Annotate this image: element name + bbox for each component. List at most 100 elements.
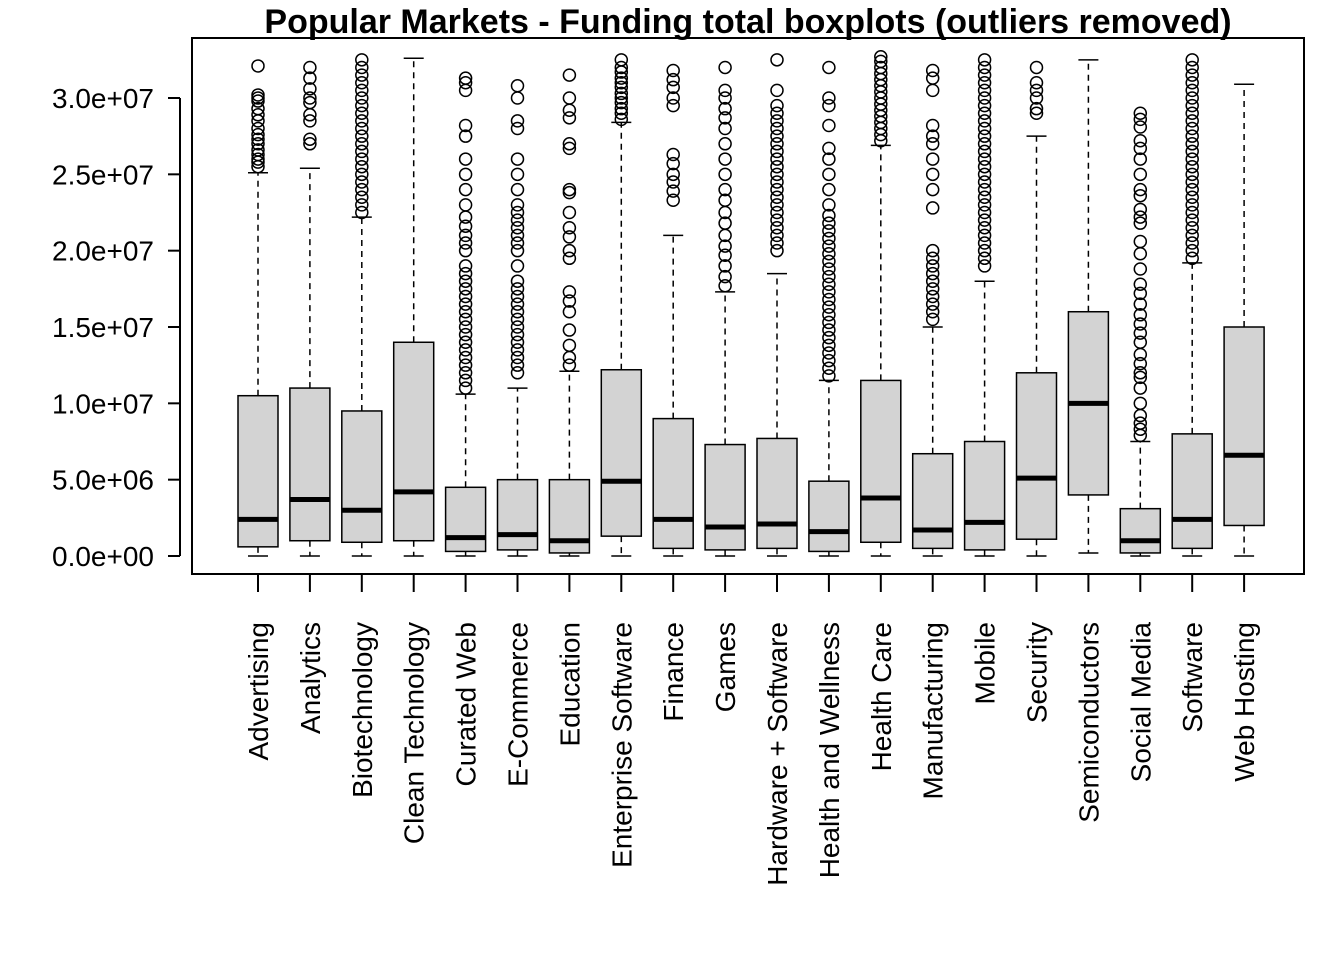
outlier-point [770, 175, 784, 189]
outlier-point [822, 269, 836, 284]
outlier-point [1185, 190, 1199, 204]
outlier-point [614, 101, 629, 116]
outlier-point [458, 312, 473, 327]
outlier-point [355, 83, 369, 98]
outlier-point [458, 167, 473, 182]
outlier-point [977, 106, 992, 121]
box-group [341, 53, 383, 557]
outlier-point [562, 68, 577, 82]
outlier-point [925, 63, 940, 78]
outlier-point [355, 205, 369, 220]
outlier-point [562, 221, 577, 235]
box [1119, 507, 1162, 554]
outlier-point [355, 137, 369, 151]
outlier-point [510, 167, 525, 182]
outlier-point [510, 91, 525, 105]
outlier-point [718, 83, 732, 98]
outlier-point [822, 277, 836, 292]
outlier-point [355, 75, 369, 90]
outlier-point [355, 114, 369, 128]
outlier-point [510, 289, 525, 304]
outlier-point [822, 198, 836, 212]
outlier-point [925, 201, 940, 215]
x-tick-label: Advertising [243, 622, 274, 761]
outlier-point [510, 121, 525, 136]
outlier-point [458, 366, 473, 380]
x-tick-label: Web Hosting [1229, 622, 1260, 782]
outlier-point [1133, 416, 1148, 430]
outlier-point [718, 269, 732, 284]
outlier-point [614, 112, 629, 127]
outlier-point [562, 251, 577, 266]
x-tick-label: Analytics [295, 622, 326, 734]
outlier-point [718, 248, 732, 262]
outlier-point [1185, 83, 1199, 98]
box [704, 443, 746, 551]
outlier-point [303, 95, 317, 110]
outlier-point [251, 121, 265, 136]
box-group [963, 53, 1006, 557]
outlier-point [251, 108, 265, 122]
outlier-point [1133, 366, 1148, 380]
outlier-point [303, 114, 317, 128]
outlier-point [1133, 152, 1148, 166]
outlier-point [355, 152, 369, 166]
outlier-point [510, 304, 525, 319]
outlier-point [1133, 308, 1148, 322]
y-tick-label: 2.0e+07 [52, 236, 154, 267]
outlier-point [1133, 210, 1148, 224]
outlier-point [458, 358, 473, 372]
outlier-point [1133, 188, 1148, 203]
outlier-point [770, 159, 784, 174]
outlier-point [510, 243, 525, 258]
outlier-point [510, 259, 525, 273]
x-tick-label: Finance [658, 622, 689, 722]
outlier-point [718, 239, 732, 253]
outlier-point [1133, 262, 1148, 276]
outlier-point [458, 71, 473, 85]
outlier-point [770, 213, 784, 227]
outlier-point [458, 236, 473, 250]
outlier-point [925, 71, 940, 85]
outlier-point [770, 121, 784, 136]
outlier-point [614, 80, 629, 95]
outlier-point [251, 127, 265, 142]
outlier-point [822, 118, 836, 133]
outlier-point [355, 121, 369, 136]
outlier-point [1133, 133, 1148, 148]
outlier-point [822, 262, 836, 276]
outlier-point [977, 221, 992, 235]
outlier-point [925, 167, 940, 182]
outlier-point [822, 330, 836, 345]
x-tick-label: Manufacturing [918, 622, 949, 799]
outlier-point [822, 208, 836, 223]
outlier-point [1185, 159, 1199, 174]
x-tick-label: Health Care [866, 622, 897, 771]
outlier-point [822, 308, 836, 322]
outlier-point [822, 361, 836, 375]
box-group [444, 71, 487, 557]
outlier-point [822, 182, 836, 197]
outlier-point [458, 343, 473, 357]
box-group [756, 53, 798, 557]
y-tick-label: 1.5e+07 [52, 312, 154, 343]
outlier-point [614, 60, 629, 75]
x-tick-label: Biotechnology [347, 622, 378, 798]
outlier-point [562, 141, 577, 156]
outlier-point [925, 312, 940, 327]
outlier-point [303, 137, 317, 151]
outlier-point [355, 167, 369, 182]
outlier-point [458, 297, 473, 311]
outlier-point [925, 259, 940, 273]
box [860, 379, 902, 544]
outlier-point [510, 114, 525, 128]
outlier-point [355, 190, 369, 204]
outlier-point [510, 297, 525, 311]
outlier-point [1133, 356, 1148, 371]
outlier-point [251, 152, 265, 166]
outlier-point [822, 141, 836, 156]
box [237, 394, 279, 548]
outlier-point [718, 91, 732, 105]
outlier-point [977, 91, 992, 105]
outlier-point [1133, 396, 1148, 411]
